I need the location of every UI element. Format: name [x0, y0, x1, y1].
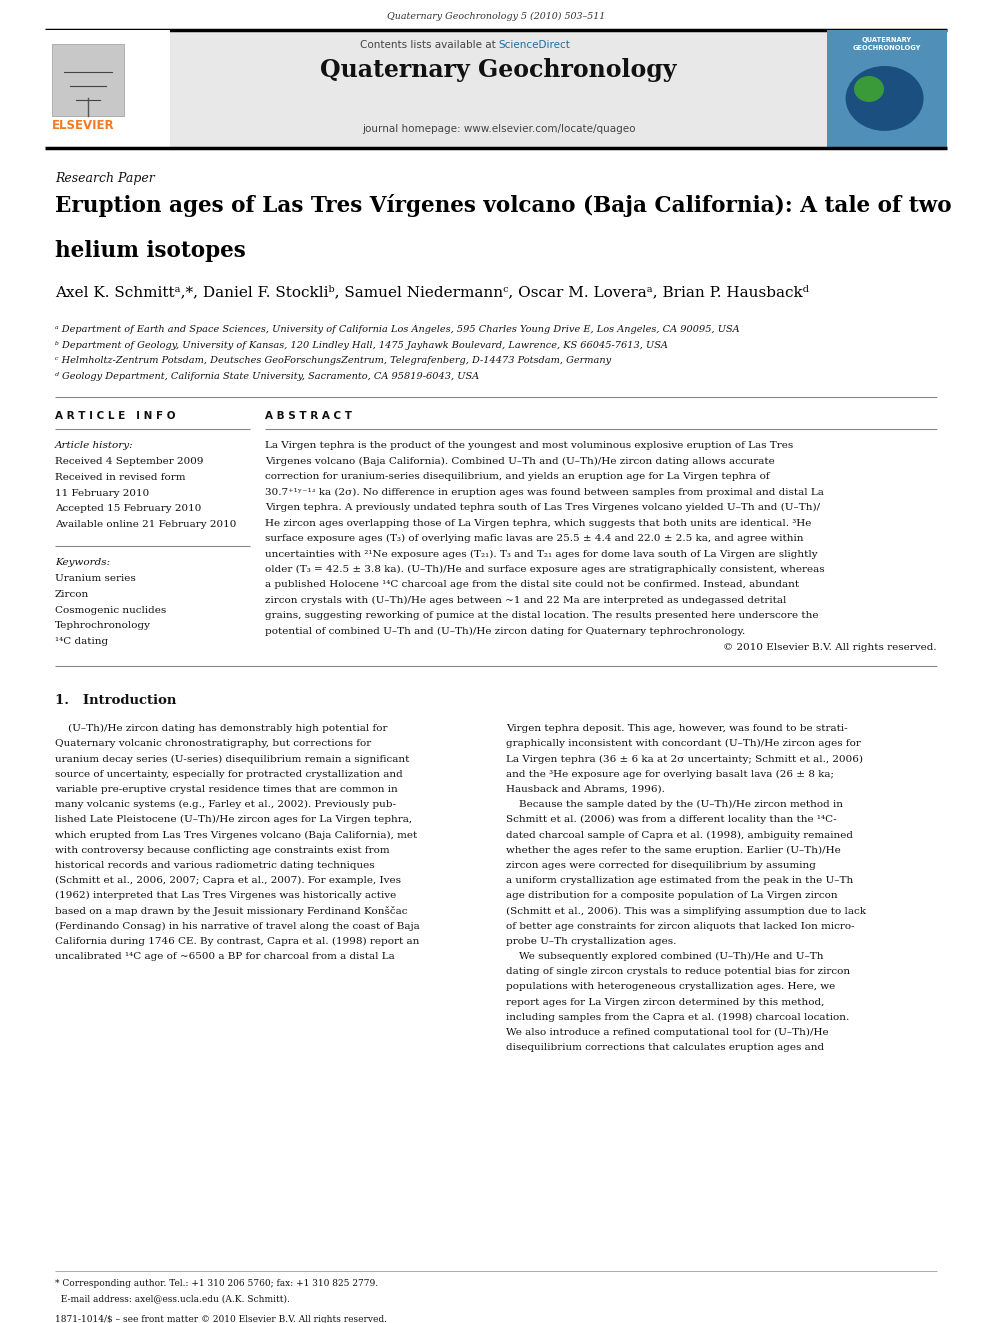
Text: (Schmitt et al., 2006, 2007; Capra et al., 2007). For example, Ives: (Schmitt et al., 2006, 2007; Capra et al… [55, 876, 401, 885]
Text: probe U–Th crystallization ages.: probe U–Th crystallization ages. [506, 937, 677, 946]
Text: age distribution for a composite population of La Virgen zircon: age distribution for a composite populat… [506, 892, 837, 900]
Text: ELSEVIER: ELSEVIER [52, 119, 115, 132]
Text: Quaternary Geochronology 5 (2010) 503–511: Quaternary Geochronology 5 (2010) 503–51… [387, 12, 605, 21]
Text: Quaternary Geochronology: Quaternary Geochronology [320, 58, 677, 82]
Text: A B S T R A C T: A B S T R A C T [265, 411, 352, 421]
Bar [45, 30, 947, 148]
Text: many volcanic systems (e.g., Farley et al., 2002). Previously pub-: many volcanic systems (e.g., Farley et a… [55, 800, 396, 810]
Text: uranium decay series (U-series) disequilibrium remain a significant: uranium decay series (U-series) disequil… [55, 754, 410, 763]
Text: 30.7⁺¹ʸ⁻¹ʴ ka (2σ). No difference in eruption ages was found between samples fro: 30.7⁺¹ʸ⁻¹ʴ ka (2σ). No difference in eru… [265, 487, 824, 496]
Text: zircon ages were corrected for disequilibrium by assuming: zircon ages were corrected for disequili… [506, 861, 815, 869]
Text: (U–Th)/He zircon dating has demonstrably high potential for: (U–Th)/He zircon dating has demonstrably… [55, 724, 388, 733]
Text: older (T₃ = 42.5 ± 3.8 ka). (U–Th)/He and surface exposure ages are stratigraphi: older (T₃ = 42.5 ± 3.8 ka). (U–Th)/He an… [265, 565, 824, 574]
Text: based on a map drawn by the Jesuit missionary Ferdinand Konščac: based on a map drawn by the Jesuit missi… [55, 906, 408, 917]
Text: Schmitt et al. (2006) was from a different locality than the ¹⁴C-: Schmitt et al. (2006) was from a differe… [506, 815, 836, 824]
Text: We also introduce a refined computational tool for (U–Th)/He: We also introduce a refined computationa… [506, 1028, 828, 1037]
Text: Available online 21 February 2010: Available online 21 February 2010 [55, 520, 236, 529]
Text: dated charcoal sample of Capra et al. (1998), ambiguity remained: dated charcoal sample of Capra et al. (1… [506, 831, 853, 840]
Text: Virgenes volcano (Baja California). Combined U–Th and (U–Th)/He zircon dating al: Virgenes volcano (Baja California). Comb… [265, 456, 775, 466]
Text: populations with heterogeneous crystallization ages. Here, we: populations with heterogeneous crystalli… [506, 983, 835, 991]
Text: potential of combined U–Th and (U–Th)/He zircon dating for Quaternary tephrochro: potential of combined U–Th and (U–Th)/He… [265, 627, 745, 636]
Text: variable pre-eruptive crystal residence times that are common in: variable pre-eruptive crystal residence … [55, 785, 398, 794]
Text: uncalibrated ¹⁴C age of ~6500 a BP for charcoal from a distal La: uncalibrated ¹⁴C age of ~6500 a BP for c… [55, 953, 395, 960]
Text: Quaternary volcanic chronostratigraphy, but corrections for: Quaternary volcanic chronostratigraphy, … [55, 740, 371, 749]
Text: Uranium series: Uranium series [55, 574, 136, 583]
Text: ScienceDirect: ScienceDirect [499, 40, 570, 50]
Text: (1962) interpreted that Las Tres Virgenes was historically active: (1962) interpreted that Las Tres Virgene… [55, 892, 396, 901]
Text: zircon crystals with (U–Th)/He ages between ~1 and 22 Ma are interpreted as unde: zircon crystals with (U–Th)/He ages betw… [265, 595, 787, 605]
Ellipse shape [854, 75, 884, 102]
Text: Accepted 15 February 2010: Accepted 15 February 2010 [55, 504, 201, 513]
Text: We subsequently explored combined (U–Th)/He and U–Th: We subsequently explored combined (U–Th)… [506, 953, 823, 960]
Text: Virgen tephra. A previously undated tephra south of Las Tres Virgenes volcano yi: Virgen tephra. A previously undated teph… [265, 503, 820, 512]
Text: a published Holocene ¹⁴C charcoal age from the distal site could not be confirme: a published Holocene ¹⁴C charcoal age fr… [265, 581, 800, 590]
Text: Virgen tephra deposit. This age, however, was found to be strati-: Virgen tephra deposit. This age, however… [506, 724, 847, 733]
Text: including samples from the Capra et al. (1998) charcoal location.: including samples from the Capra et al. … [506, 1013, 849, 1021]
Text: Cosmogenic nuclides: Cosmogenic nuclides [55, 606, 167, 615]
Text: ¹⁴C dating: ¹⁴C dating [55, 638, 108, 646]
Text: whether the ages refer to the same eruption. Earlier (U–Th)/He: whether the ages refer to the same erupt… [506, 845, 841, 855]
Text: 1871-1014/$ – see front matter © 2010 Elsevier B.V. All rights reserved.: 1871-1014/$ – see front matter © 2010 El… [55, 1315, 387, 1323]
Text: A R T I C L E   I N F O: A R T I C L E I N F O [55, 411, 176, 421]
Text: correction for uranium-series disequilibrium, and yields an eruption age for La : correction for uranium-series disequilib… [265, 472, 770, 482]
Bar [52, 44, 124, 116]
Text: Eruption ages of Las Tres Vírgenes volcano (Baja California): A tale of two: Eruption ages of Las Tres Vírgenes volca… [55, 194, 951, 217]
Text: Zircon: Zircon [55, 590, 89, 599]
Text: 1.   Introduction: 1. Introduction [55, 695, 177, 706]
Text: Contents lists available at: Contents lists available at [359, 40, 499, 50]
Text: ᵈ Geology Department, California State University, Sacramento, CA 95819-6043, US: ᵈ Geology Department, California State U… [55, 372, 479, 381]
Text: which erupted from Las Tres Virgenes volcano (Baja California), met: which erupted from Las Tres Virgenes vol… [55, 831, 418, 840]
Text: dating of single zircon crystals to reduce potential bias for zircon: dating of single zircon crystals to redu… [506, 967, 850, 976]
Text: source of uncertainty, especially for protracted crystallization and: source of uncertainty, especially for pr… [55, 770, 403, 779]
Text: uncertainties with ²¹Ne exposure ages (T₂₁). T₃ and T₂₁ ages for dome lava south: uncertainties with ²¹Ne exposure ages (T… [265, 549, 817, 558]
Text: helium isotopes: helium isotopes [55, 239, 246, 262]
Text: * Corresponding author. Tel.: +1 310 206 5760; fax: +1 310 825 2779.: * Corresponding author. Tel.: +1 310 206… [55, 1279, 378, 1289]
Text: with controversy because conflicting age constraints exist from: with controversy because conflicting age… [55, 845, 390, 855]
Text: historical records and various radiometric dating techniques: historical records and various radiometr… [55, 861, 375, 869]
Bar [45, 30, 170, 148]
Text: Received in revised form: Received in revised form [55, 472, 186, 482]
Text: E-mail address: axel@ess.ucla.edu (A.K. Schmitt).: E-mail address: axel@ess.ucla.edu (A.K. … [55, 1294, 290, 1303]
Text: lished Late Pleistocene (U–Th)/He zircon ages for La Virgen tephra,: lished Late Pleistocene (U–Th)/He zircon… [55, 815, 412, 824]
Ellipse shape [845, 66, 924, 131]
Text: of better age constraints for zircon aliquots that lacked Ion micro-: of better age constraints for zircon ali… [506, 922, 855, 930]
Text: He zircon ages overlapping those of La Virgen tephra, which suggests that both u: He zircon ages overlapping those of La V… [265, 519, 811, 528]
Text: 11 February 2010: 11 February 2010 [55, 488, 149, 497]
Text: QUATERNARY
GEOCHRONOLOGY: QUATERNARY GEOCHRONOLOGY [853, 37, 922, 50]
Text: surface exposure ages (T₃) of overlying mafic lavas are 25.5 ± 4.4 and 22.0 ± 2.: surface exposure ages (T₃) of overlying … [265, 534, 804, 544]
Text: Axel K. Schmittᵃ,*, Daniel F. Stockliᵇ, Samuel Niedermannᶜ, Oscar M. Loveraᵃ, Br: Axel K. Schmittᵃ,*, Daniel F. Stockliᵇ, … [55, 284, 808, 299]
Text: ᵇ Department of Geology, University of Kansas, 120 Lindley Hall, 1475 Jayhawk Bo: ᵇ Department of Geology, University of K… [55, 340, 668, 349]
Text: ᵃ Department of Earth and Space Sciences, University of California Los Angeles, : ᵃ Department of Earth and Space Sciences… [55, 325, 740, 333]
Text: © 2010 Elsevier B.V. All rights reserved.: © 2010 Elsevier B.V. All rights reserved… [723, 643, 937, 651]
Text: La Virgen tephra is the product of the youngest and most voluminous explosive er: La Virgen tephra is the product of the y… [265, 441, 794, 450]
Text: California during 1746 CE. By contrast, Capra et al. (1998) report an: California during 1746 CE. By contrast, … [55, 937, 420, 946]
Text: graphically inconsistent with concordant (U–Th)/He zircon ages for: graphically inconsistent with concordant… [506, 740, 861, 749]
Text: Hausback and Abrams, 1996).: Hausback and Abrams, 1996). [506, 785, 665, 794]
Text: ᶜ Helmholtz-Zentrum Potsdam, Deutsches GeoForschungsZentrum, Telegrafenberg, D-1: ᶜ Helmholtz-Zentrum Potsdam, Deutsches G… [55, 356, 611, 365]
Bar [827, 30, 947, 148]
Text: (Ferdinando Consag) in his narrative of travel along the coast of Baja: (Ferdinando Consag) in his narrative of … [55, 922, 420, 930]
Text: Because the sample dated by the (U–Th)/He zircon method in: Because the sample dated by the (U–Th)/H… [506, 800, 843, 810]
Text: disequilibrium corrections that calculates eruption ages and: disequilibrium corrections that calculat… [506, 1044, 824, 1052]
Text: (Schmitt et al., 2006). This was a simplifying assumption due to lack: (Schmitt et al., 2006). This was a simpl… [506, 906, 866, 916]
Text: Received 4 September 2009: Received 4 September 2009 [55, 456, 203, 466]
Text: and the ³He exposure age for overlying basalt lava (26 ± 8 ka;: and the ³He exposure age for overlying b… [506, 770, 834, 779]
Text: Article history:: Article history: [55, 441, 134, 450]
Text: La Virgen tephra (36 ± 6 ka at 2σ uncertainty; Schmitt et al., 2006): La Virgen tephra (36 ± 6 ka at 2σ uncert… [506, 754, 863, 763]
Text: report ages for La Virgen zircon determined by this method,: report ages for La Virgen zircon determi… [506, 998, 824, 1007]
Text: grains, suggesting reworking of pumice at the distal location. The results prese: grains, suggesting reworking of pumice a… [265, 611, 818, 620]
Text: Keywords:: Keywords: [55, 558, 110, 568]
Text: Research Paper: Research Paper [55, 172, 155, 185]
Text: Tephrochronology: Tephrochronology [55, 622, 151, 630]
Text: journal homepage: www.elsevier.com/locate/quageo: journal homepage: www.elsevier.com/locat… [362, 124, 635, 134]
Text: a uniform crystallization age estimated from the peak in the U–Th: a uniform crystallization age estimated … [506, 876, 853, 885]
